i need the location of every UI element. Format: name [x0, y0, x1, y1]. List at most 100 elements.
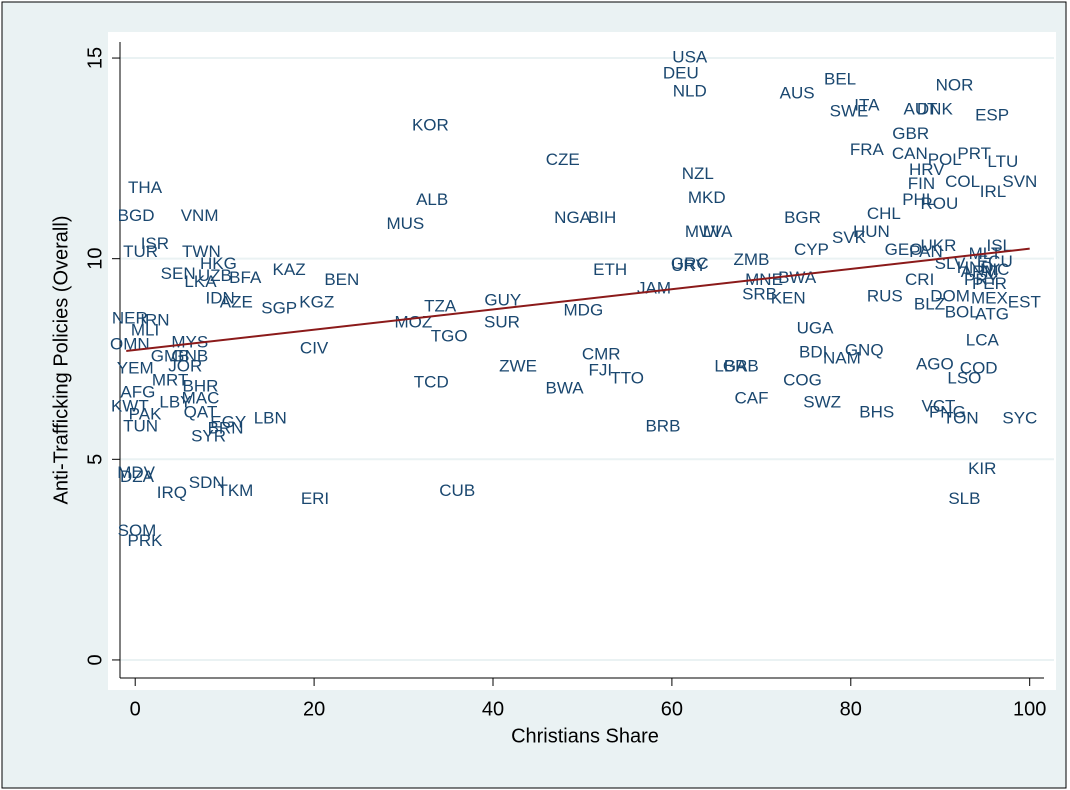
point-label: BLZ	[914, 294, 945, 313]
point-label: TUR	[123, 242, 158, 261]
point-label: IRL	[980, 182, 1006, 201]
point-label: SLB	[948, 489, 980, 508]
point-label: CIV	[300, 338, 329, 357]
point-label: GAB	[723, 357, 759, 376]
point-label: IRQ	[157, 483, 187, 502]
point-label: SOM	[118, 521, 157, 540]
point-label: LBN	[254, 409, 287, 428]
point-label: AFG	[120, 383, 155, 402]
point-label: LVA	[703, 222, 733, 241]
point-label: ARM	[961, 262, 999, 281]
point-label: BEL	[824, 70, 856, 89]
point-label: SYR	[191, 427, 226, 446]
point-label: LBR	[714, 357, 747, 376]
point-label: SUR	[484, 312, 520, 331]
point-label: UKR	[920, 236, 956, 255]
point-label: ZWE	[499, 357, 537, 376]
point-label: NLD	[673, 82, 707, 101]
x-tick-label: 40	[482, 698, 504, 720]
point-label: TGO	[431, 326, 468, 345]
point-label: GRC	[671, 254, 709, 273]
x-tick-label: 80	[840, 698, 862, 720]
point-label: MAC	[182, 389, 220, 408]
point-label: CRI	[905, 270, 934, 289]
point-label: HUN	[853, 222, 890, 241]
point-label: BRB	[645, 417, 680, 436]
point-label: COG	[783, 371, 822, 390]
point-label: ERI	[301, 489, 329, 508]
point-label: TUN	[123, 417, 158, 436]
point-label: TTO	[610, 369, 644, 388]
plot-region	[108, 32, 1056, 690]
y-tick-label: 5	[84, 454, 106, 465]
point-label: SRB	[742, 284, 777, 303]
point-label: FJI	[589, 361, 613, 380]
point-label: SGP	[261, 298, 297, 317]
point-label: UZB	[198, 266, 232, 285]
x-axis-title: Christians Share	[511, 725, 659, 747]
point-label: ZMB	[734, 250, 770, 269]
point-label: TZA	[424, 296, 457, 315]
point-label: BGR	[784, 208, 821, 227]
point-label: TWN	[182, 242, 221, 261]
point-label: CUB	[439, 481, 475, 500]
point-label: BEN	[324, 270, 359, 289]
point-label: PAN	[909, 242, 943, 261]
point-label: GUY	[484, 290, 521, 309]
point-label: GMB	[151, 346, 190, 365]
point-label: CHL	[867, 204, 901, 223]
y-tick-label: 15	[84, 47, 106, 69]
point-label: ISR	[141, 234, 169, 253]
point-label: NOR	[936, 76, 974, 95]
point-label: KEN	[771, 288, 806, 307]
point-label: SEN	[161, 264, 196, 283]
point-label: AGO	[916, 355, 954, 374]
point-label: KAZ	[273, 260, 306, 279]
point-label: LSO	[947, 369, 981, 388]
point-label: ITA	[854, 96, 880, 115]
point-label: PRT	[957, 144, 991, 163]
point-label: AZE	[220, 292, 253, 311]
point-label: MRT	[152, 371, 189, 390]
point-label: TON	[943, 409, 979, 428]
point-label: SYC	[1002, 409, 1037, 428]
point-label: BWA	[778, 268, 817, 287]
point-label: EST	[1008, 292, 1041, 311]
point-label: TCD	[414, 373, 449, 392]
point-label: BFA	[229, 268, 262, 287]
point-label: IRN	[140, 310, 169, 329]
point-label: NGA	[554, 208, 592, 227]
point-label: DOM	[930, 286, 970, 305]
point-label: AUT	[904, 100, 938, 119]
y-tick-label: 10	[84, 248, 106, 270]
point-label: THA	[128, 178, 163, 197]
point-label: PRK	[128, 531, 164, 550]
point-label: USA	[672, 48, 708, 67]
point-label: ECU	[977, 252, 1013, 271]
point-label: SWZ	[803, 393, 841, 412]
point-label: ESP	[975, 106, 1009, 125]
fit-line	[126, 247, 1030, 352]
point-label: KWT	[111, 397, 149, 416]
point-label: AUS	[780, 84, 815, 103]
point-label: BHS	[859, 403, 894, 422]
point-label: BDI	[799, 342, 827, 361]
point-label: BWA	[546, 379, 585, 398]
point-label: IDN	[206, 288, 235, 307]
point-label: SDN	[189, 473, 225, 492]
point-label: MEX	[971, 288, 1008, 307]
point-label: KGZ	[299, 292, 334, 311]
point-label: FRA	[850, 140, 885, 159]
point-label: CZE	[546, 150, 580, 169]
x-tick-label: 20	[303, 698, 325, 720]
point-label: KOR	[412, 116, 449, 135]
point-label: MKD	[688, 188, 726, 207]
point-label: RUS	[867, 286, 903, 305]
point-label: GNQ	[845, 340, 884, 359]
point-label: PNG	[929, 403, 966, 422]
point-label: PRY	[964, 270, 999, 289]
point-label: VCT	[921, 397, 955, 416]
point-label: SWE	[830, 102, 869, 121]
point-label: MYS	[171, 332, 208, 351]
point-label: HRV	[909, 160, 945, 179]
